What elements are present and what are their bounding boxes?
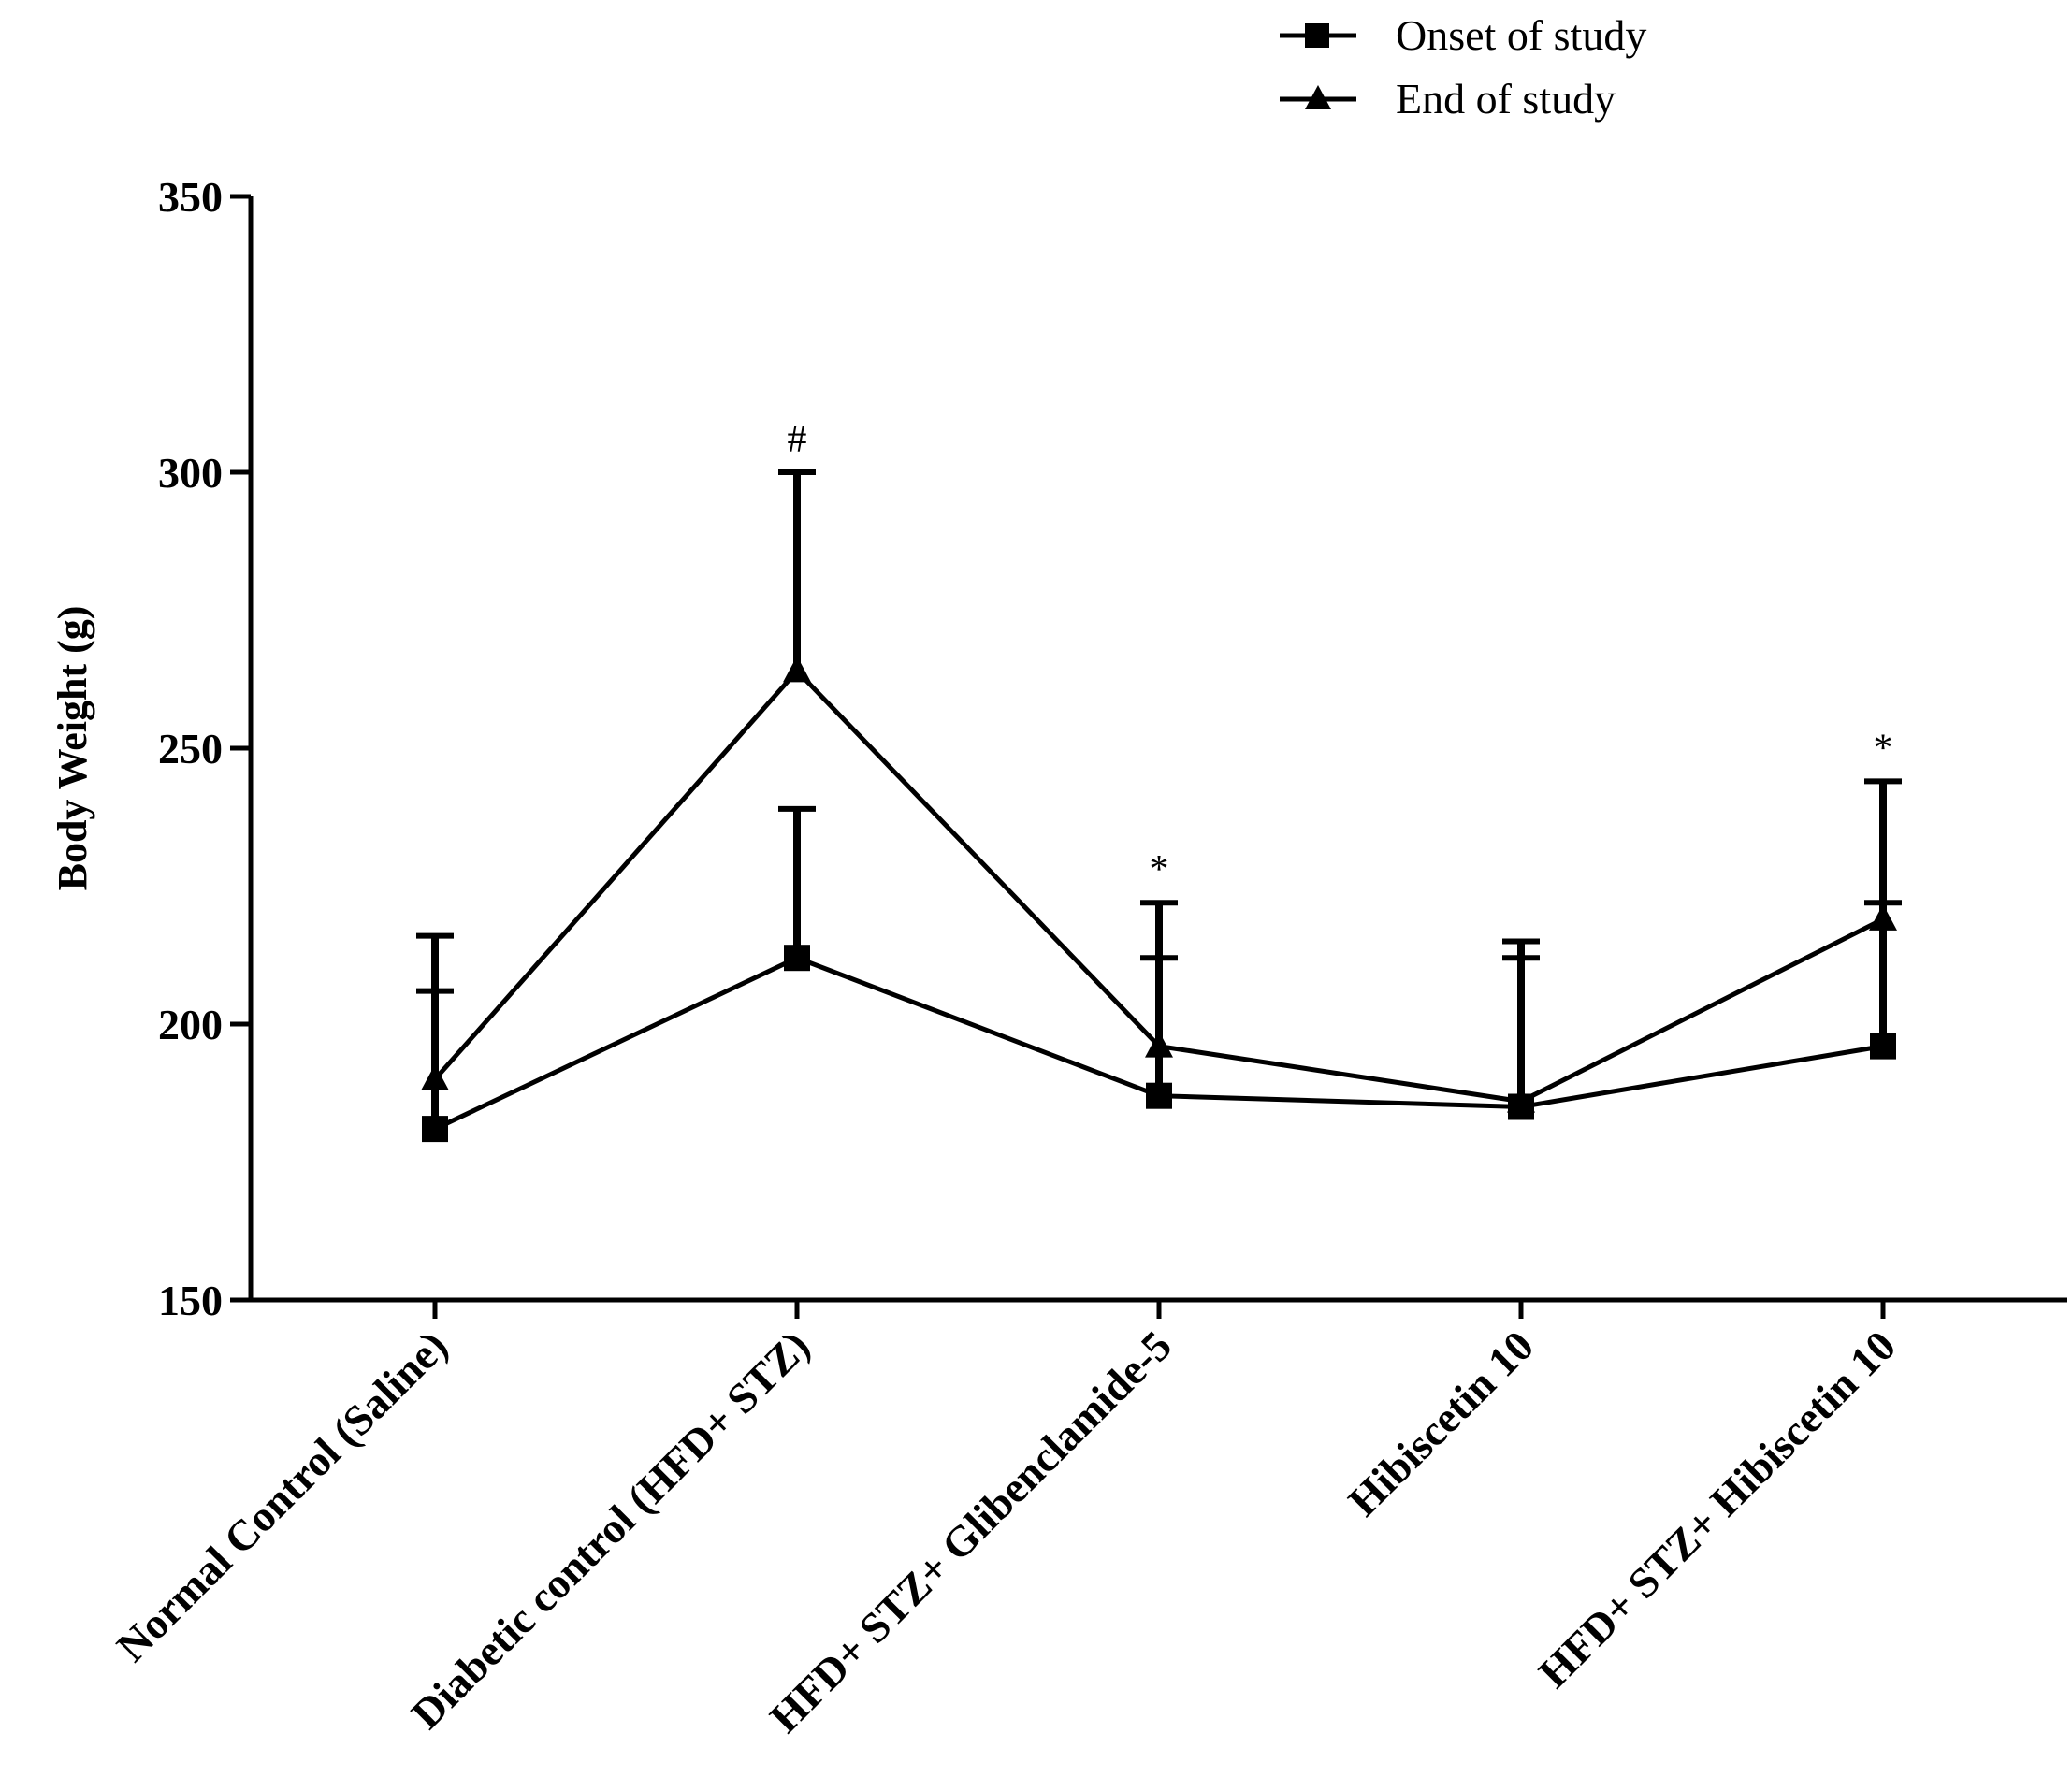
series-end-of-study bbox=[416, 469, 1902, 1113]
point-onset-of-study-0 bbox=[422, 1116, 448, 1143]
legend-marker-onset-of-study bbox=[1305, 23, 1329, 48]
point-onset-of-study-2 bbox=[1146, 1082, 1172, 1109]
point-onset-of-study-4 bbox=[1870, 1033, 1896, 1060]
significance-mark-1: # bbox=[788, 418, 807, 461]
y-tick-label-350: 350 bbox=[158, 173, 223, 221]
x-tick-label-hfd-stz-hibiscetin-10: HFD+ STZ+ Hibiscetin 10 bbox=[1529, 1322, 1905, 1697]
x-axis: Normal Control (Saline)Diabetic control … bbox=[108, 1297, 2067, 1741]
legend-item-onset-of-study: Onset of study bbox=[1280, 11, 1646, 59]
point-end-of-study-2 bbox=[1145, 1031, 1173, 1058]
y-tick-label-200: 200 bbox=[158, 1001, 223, 1048]
annotation-layer: # * * bbox=[788, 418, 1893, 891]
point-end-of-study-1 bbox=[783, 656, 811, 683]
y-tick-label-150: 150 bbox=[158, 1277, 223, 1324]
point-onset-of-study-1 bbox=[784, 945, 810, 972]
y-tick-label-250: 250 bbox=[158, 725, 223, 773]
legend-label-onset-of-study: Onset of study bbox=[1396, 11, 1646, 59]
significance-mark-2: * bbox=[1150, 848, 1169, 891]
legend-label-end-of-study: End of study bbox=[1396, 75, 1616, 123]
point-end-of-study-0 bbox=[421, 1064, 449, 1090]
y-axis-label: Body Weight (g) bbox=[50, 606, 95, 891]
significance-mark-4: * bbox=[1874, 727, 1893, 770]
x-tick-label-diabetic-control-hfd-stz: Diabetic control (HFD+ STZ) bbox=[402, 1322, 819, 1738]
series-layer bbox=[416, 469, 1902, 1143]
x-tick-label-hibiscetin-10: Hibiscetin 10 bbox=[1339, 1322, 1543, 1525]
y-tick-label-300: 300 bbox=[158, 449, 223, 497]
point-end-of-study-4 bbox=[1869, 903, 1897, 931]
legend-marker-end-of-study bbox=[1305, 85, 1331, 109]
point-end-of-study-3 bbox=[1507, 1086, 1535, 1113]
x-tick-label-normal-control-saline: Normal Control (Saline) bbox=[108, 1322, 456, 1670]
legend-item-end-of-study: End of study bbox=[1280, 75, 1616, 123]
x-tick-label-hfd-stz-glibenclamide-5: HFD+ STZ+ Glibenclamide-5 bbox=[761, 1322, 1181, 1741]
legend: Onset of study End of study bbox=[1280, 11, 1646, 123]
y-axis: 150 200 250 300 350 bbox=[158, 173, 254, 1324]
